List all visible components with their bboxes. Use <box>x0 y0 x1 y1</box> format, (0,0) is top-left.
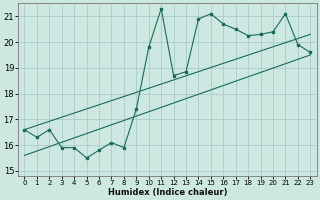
X-axis label: Humidex (Indice chaleur): Humidex (Indice chaleur) <box>108 188 227 197</box>
